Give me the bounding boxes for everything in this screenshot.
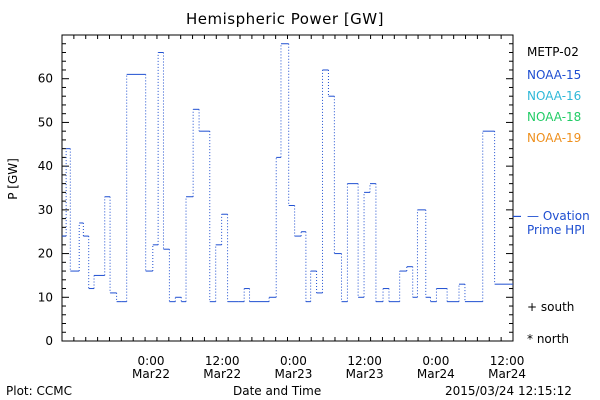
x-tick-label-date: Mar22 [203, 367, 241, 381]
x-tick-label-time: 0:00 [280, 354, 307, 368]
x-tick-label-time: 0:00 [138, 354, 165, 368]
legend-item-noaa-19: NOAA-19 [527, 131, 582, 145]
x-tick-label-date: Mar23 [274, 367, 312, 381]
x-tick-label-time: 0:00 [422, 354, 449, 368]
y-axis-label: P [GW] [5, 158, 20, 200]
ovation-label: — Ovation [527, 209, 590, 223]
x-tick-label-date: Mar24 [417, 367, 455, 381]
x-tick-label-date: Mar24 [488, 367, 526, 381]
x-tick-label-date: Mar23 [346, 367, 384, 381]
legend-item-noaa-15: NOAA-15 [527, 68, 582, 82]
y-tick-label: 40 [38, 159, 53, 173]
x-tick-label-time: 12:00 [490, 354, 525, 368]
legend-item-metp-02: METP-02 [527, 45, 579, 59]
x-tick-label-time: 12:00 [205, 354, 240, 368]
y-axis: 0 10 20 30 40 50 60 [38, 34, 513, 348]
x-tick-label-date: Mar22 [132, 367, 170, 381]
y-tick-label: 30 [38, 203, 53, 217]
legend-item-noaa-18: NOAA-18 [527, 110, 582, 124]
series-layer [62, 43, 513, 303]
north-marker-label: * north [527, 332, 570, 346]
x-axis-label: Date and Time [233, 384, 322, 398]
y-tick-label: 50 [38, 115, 53, 129]
chart-title: Hemispheric Power [GW] [186, 10, 384, 28]
legend-item-noaa-16: NOAA-16 [527, 89, 582, 103]
plot-timestamp: 2015/03/24 12:15:12 [445, 384, 572, 398]
y-tick-label: 10 [38, 290, 53, 304]
ovation-label-line2: Prime HPI [527, 223, 585, 237]
plot-source: Plot: CCMC [6, 384, 72, 398]
y-tick-label: 0 [45, 334, 53, 348]
south-marker-label: + south [527, 300, 575, 314]
y-tick-label: 20 [38, 247, 53, 261]
x-axis: 0:00Mar2212:00Mar220:00Mar2312:00Mar230:… [61, 35, 526, 381]
plot-area [61, 34, 514, 342]
y-tick-label: 60 [38, 72, 53, 86]
x-tick-label-time: 12:00 [347, 354, 382, 368]
